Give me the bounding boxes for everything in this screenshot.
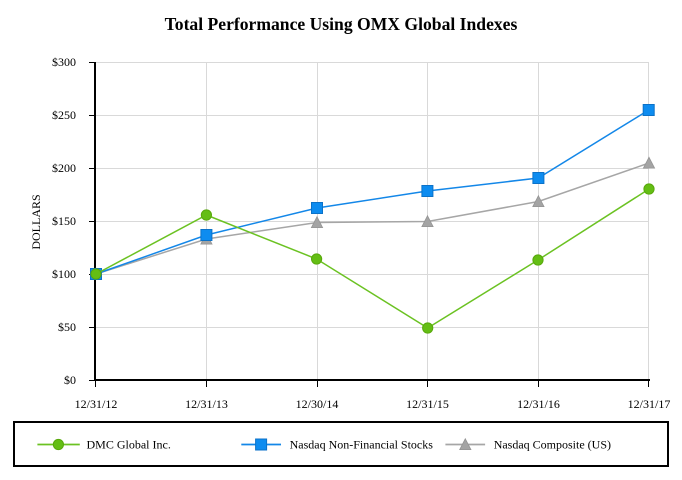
svg-text:Nasdaq Composite (US): Nasdaq Composite (US) <box>494 438 611 452</box>
svg-text:$250: $250 <box>52 108 76 122</box>
svg-text:12/31/17: 12/31/17 <box>628 397 671 411</box>
svg-text:12/31/15: 12/31/15 <box>406 397 449 411</box>
svg-text:$150: $150 <box>52 214 76 228</box>
svg-text:DOLLARS: DOLLARS <box>29 194 43 249</box>
svg-text:Nasdaq Non-Financial Stocks: Nasdaq Non-Financial Stocks <box>290 438 434 452</box>
svg-text:Total Performance Using OMX Gl: Total Performance Using OMX Global Index… <box>165 14 518 34</box>
svg-text:$100: $100 <box>52 267 76 281</box>
svg-text:$50: $50 <box>58 320 76 334</box>
svg-text:12/31/12: 12/31/12 <box>75 397 118 411</box>
svg-text:$0: $0 <box>64 373 76 387</box>
svg-text:12/30/14: 12/30/14 <box>296 397 339 411</box>
svg-text:$300: $300 <box>52 55 76 69</box>
svg-text:12/31/16: 12/31/16 <box>517 397 560 411</box>
svg-text:DMC Global Inc.: DMC Global Inc. <box>87 438 171 452</box>
svg-text:12/31/13: 12/31/13 <box>185 397 228 411</box>
svg-text:$200: $200 <box>52 161 76 175</box>
